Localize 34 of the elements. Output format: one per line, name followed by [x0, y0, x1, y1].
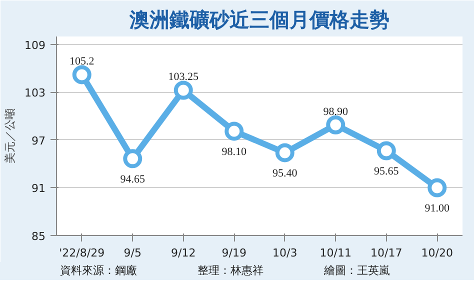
x-tick-label: 10/3	[272, 246, 298, 260]
chart-title: 澳洲鐵礦砂近三個月價格走勢	[128, 8, 390, 32]
point	[275, 143, 294, 162]
x-tick-label: '22/8/29	[59, 246, 105, 260]
annotation: 資料來源：鋼廠	[60, 263, 137, 279]
point	[376, 141, 396, 160]
x-tick-label: 10/11	[320, 246, 352, 260]
data-label: 105.2	[70, 56, 94, 68]
data-label: 98.10	[222, 146, 247, 158]
x-tick-label: 9/12	[171, 246, 196, 260]
data-label: 95.65	[374, 166, 400, 178]
data-label: 91.00	[424, 202, 450, 215]
data-label: 94.65	[120, 174, 146, 186]
data-label: 98.90	[323, 106, 348, 118]
x-tick-label: 10/20	[421, 246, 453, 260]
x-tick-label: 9/5	[124, 246, 142, 260]
data-label: 95.40	[272, 168, 298, 180]
y-tick-label: 103	[24, 86, 46, 100]
annotation: 繪圖：王英嵐	[324, 263, 390, 279]
annotation: 整理：林惠祥	[198, 263, 264, 279]
y-tick-label: 97	[32, 134, 46, 148]
y-tick-label: 91	[32, 182, 46, 196]
y-axis-title: 美元／公噸	[4, 108, 17, 164]
data-label: 103.25	[168, 71, 199, 84]
point	[224, 122, 244, 141]
point	[72, 65, 92, 84]
y-tick-label: 85	[32, 230, 46, 243]
point	[326, 115, 346, 134]
x-tick-label: 10/17	[370, 246, 402, 260]
point	[174, 80, 193, 100]
point	[123, 149, 142, 168]
y-tick-label: 109	[24, 38, 46, 52]
point	[428, 178, 447, 198]
x-tick-label: 9/19	[222, 246, 246, 260]
